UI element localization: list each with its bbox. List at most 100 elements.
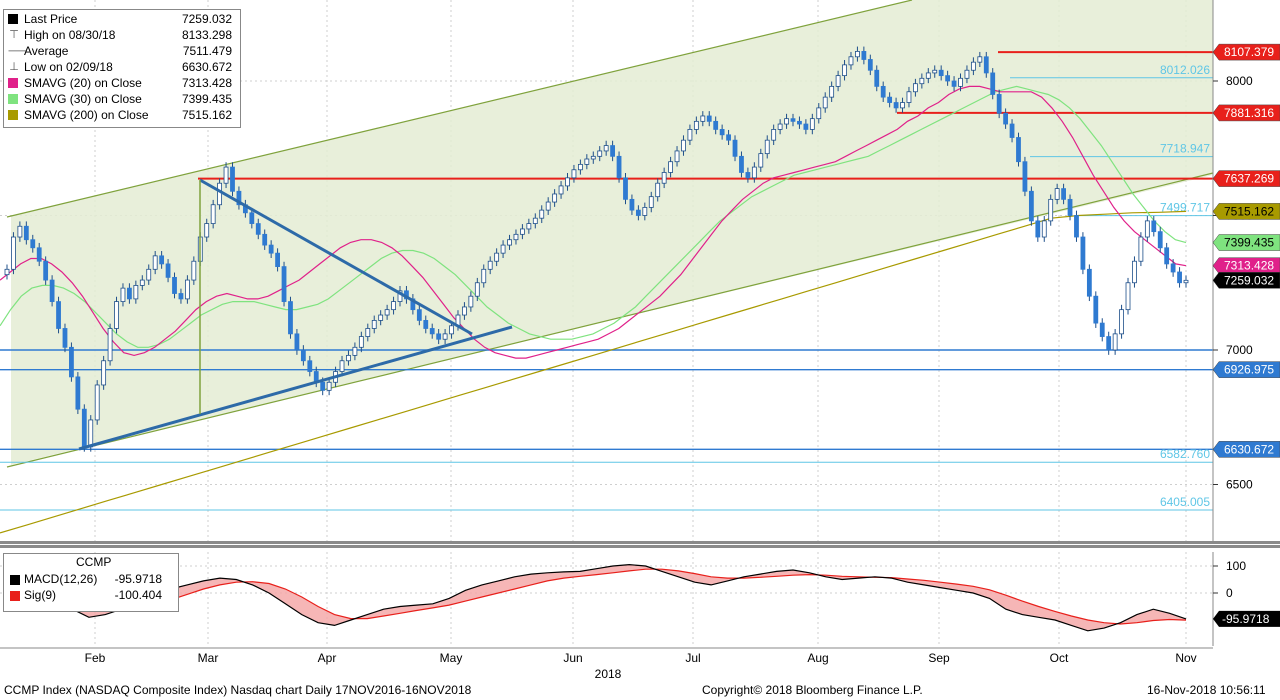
moving-averages	[0, 85, 1187, 534]
candle-up	[526, 223, 532, 230]
candle-down	[713, 120, 719, 130]
candle-up	[932, 69, 938, 74]
candle-up	[88, 419, 94, 448]
legend-value: 8133.298	[181, 28, 232, 42]
candle-down	[320, 381, 326, 391]
trend-channel	[6, 0, 1214, 468]
candle-up	[848, 56, 854, 66]
candle-up	[906, 91, 912, 103]
sig-legend-item: Sig(9) -100.404	[8, 588, 174, 604]
candle-up	[784, 118, 789, 125]
candle-up	[114, 301, 119, 329]
candle-up	[107, 328, 113, 362]
candle-down	[1093, 295, 1099, 324]
candle-up	[487, 260, 493, 270]
candle-down	[739, 155, 744, 173]
candle-down	[887, 96, 893, 103]
candle-down	[255, 223, 261, 235]
candle-up	[674, 150, 680, 163]
candle-down	[49, 279, 55, 302]
candle-down	[1003, 112, 1009, 125]
candle-up	[494, 252, 500, 262]
macd-line	[6, 563, 1187, 632]
candle-up	[4, 268, 10, 276]
candle-up	[101, 360, 107, 386]
candle-up	[590, 155, 596, 160]
price-tag-label: 6630.672	[1224, 442, 1274, 456]
price-tag-label: 8107.379	[1224, 45, 1274, 59]
candle-down	[867, 59, 873, 71]
candle-up	[958, 77, 963, 87]
candle-up	[1138, 236, 1144, 262]
candle-down	[719, 129, 725, 136]
candle-down	[790, 118, 796, 122]
candle-up	[822, 96, 828, 109]
sig-swatch	[10, 591, 20, 601]
candle-up	[842, 64, 847, 77]
candle-up	[223, 166, 229, 184]
price-tag	[1212, 104, 1280, 122]
candle-up	[152, 255, 158, 270]
legend-swatch	[8, 78, 18, 88]
candle-up	[378, 314, 384, 321]
price-tag-label: 7259.032	[1224, 273, 1274, 287]
candle-up	[693, 120, 699, 130]
candle-down	[1157, 231, 1163, 249]
price-tag	[1212, 272, 1280, 289]
candle-down	[1086, 268, 1092, 297]
candle-down	[172, 276, 177, 294]
legend-value: 7259.032	[181, 12, 232, 26]
legend-value: 7511.479	[182, 44, 232, 58]
candle-up	[539, 209, 545, 219]
macd-swatch	[10, 575, 20, 585]
candle-up	[346, 354, 351, 362]
candle-up	[977, 56, 983, 63]
legend-label: SMAVG (30) on Close	[24, 92, 142, 106]
candle-down	[275, 252, 280, 268]
candle-down	[56, 301, 61, 329]
candle-up	[771, 129, 777, 141]
candle-up	[1119, 309, 1124, 335]
candle-up	[217, 182, 223, 206]
candle-up	[520, 228, 525, 235]
footer-copyright: Copyright© 2018 Bloomberg Finance L.P.	[702, 683, 923, 697]
candle-up	[146, 268, 152, 281]
candle-down	[623, 177, 628, 200]
candle-up	[371, 320, 377, 329]
legend-swatch	[8, 94, 18, 104]
legend-item: Last Price 7259.032	[6, 11, 236, 27]
channel-fill	[11, 0, 1213, 465]
candle-up	[481, 268, 487, 284]
price-tag	[1212, 257, 1280, 274]
trendline-annotations	[78, 178, 513, 451]
month-label: Sep	[928, 651, 950, 665]
legend-label: Average	[24, 44, 69, 58]
candle-up	[11, 236, 16, 270]
candle-down	[436, 333, 442, 340]
legend-value: 7313.428	[181, 76, 232, 90]
month-label: Feb	[85, 651, 106, 665]
candle-down	[230, 166, 235, 192]
candle-down	[36, 247, 42, 262]
candle-up	[565, 177, 570, 187]
candle-down	[62, 328, 68, 348]
month-label: Aug	[807, 651, 828, 665]
macd-legend-item: MACD(12,26) -95.9718	[8, 572, 174, 588]
candle-up	[584, 158, 590, 165]
signal-line	[6, 568, 1187, 625]
candle-up	[184, 279, 190, 300]
candle-down	[1170, 263, 1176, 273]
candle-up	[352, 346, 358, 356]
price-axis-label: 7000	[1226, 343, 1253, 357]
candle-up	[751, 166, 757, 179]
month-label: Apr	[318, 651, 337, 665]
legend-item: ⸺ Average 7511.479	[6, 43, 236, 59]
month-label: Jul	[685, 651, 700, 665]
candle-up	[764, 139, 770, 155]
price-tag-label: 7399.435	[1224, 236, 1274, 250]
candle-down	[429, 328, 435, 335]
time-axis: Feb Mar Apr May Jun Jul Aug Sep Oct Nov 2018	[0, 647, 1213, 681]
price-tags: 8107.379 7881.316 7637.269 7515.162 7399.435…	[1212, 43, 1280, 458]
candle-up	[204, 223, 210, 238]
candle-up	[855, 51, 860, 58]
